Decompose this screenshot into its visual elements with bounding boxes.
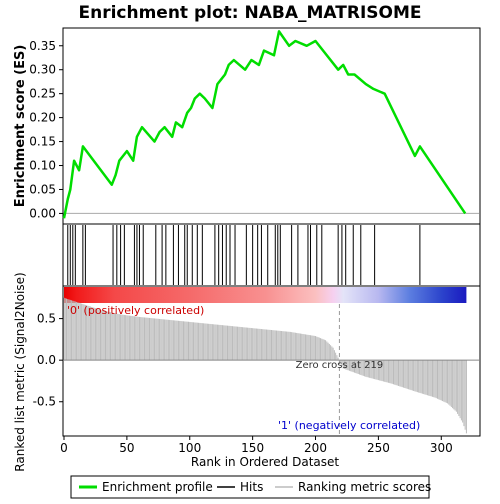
legend-hits-label: Hits (240, 480, 263, 494)
hits-panel (62, 223, 481, 287)
legend-metric-label: Ranking metric scores (298, 480, 431, 494)
rank-x-tick-label: 200 (304, 441, 327, 455)
es-y-tick-label: 0.25 (29, 87, 56, 101)
rank-x-tick-label: 300 (430, 441, 453, 455)
metric-y-tick-label: 0.0 (37, 353, 56, 367)
metric-y-axis-label: Ranked list metric (Signal2Noise) (13, 272, 27, 471)
es-y-tick-label: 0.10 (29, 159, 56, 173)
rank-x-axis: 0 50 100 150 200 250 300 (60, 436, 453, 455)
ranked-plot-frame (62, 285, 481, 437)
plot-title: Enrichment plot: NABA_MATRISOME (78, 3, 421, 23)
metric-y-tick-label: -0.5 (33, 395, 56, 409)
es-y-tick-label: 0.35 (29, 39, 56, 53)
legend-frame (70, 475, 430, 499)
rank-x-tick-label: 0 (60, 441, 68, 455)
rank-x-tick-label: 150 (241, 441, 264, 455)
es-y-tick-label: 0.05 (29, 182, 56, 196)
es-y-tick-label: 0.00 (29, 206, 56, 220)
legend: Enrichment profile Hits Ranking metric s… (70, 475, 431, 499)
es-y-tick-label: 0.15 (29, 135, 56, 149)
es-y-tick-label: 0.20 (29, 111, 56, 125)
zero-cross-label: Zero cross at 219 (296, 360, 384, 371)
enrichment-profile-line (62, 30, 467, 219)
rank-x-tick-label: 100 (178, 441, 201, 455)
positive-correlation-label: '0' (positively correlated) (67, 304, 204, 317)
es-y-tick-label: 0.30 (29, 63, 56, 77)
negative-correlation-label: '1' (negatively correlated) (278, 419, 420, 432)
rank-x-tick-label: 50 (119, 441, 134, 455)
rank-heatmap-bar (64, 287, 467, 303)
es-y-axis: 0.00 0.05 0.10 0.15 0.20 0.25 0.30 0.35 (29, 39, 63, 220)
es-y-axis-label: Enrichment score (ES) (13, 45, 28, 208)
metric-y-axis: -0.5 0.0 0.5 (33, 312, 63, 409)
es-plot-frame (62, 27, 481, 225)
hit-markers (67, 225, 421, 285)
ranking-metric-bars (63, 297, 467, 434)
rank-x-tick-label: 250 (367, 441, 390, 455)
metric-y-tick-label: 0.5 (37, 312, 56, 326)
legend-enrichment-label: Enrichment profile (102, 480, 213, 494)
hits-plot-frame (62, 223, 481, 287)
ranked-list-panel: Zero cross at 219 '0' (positively correl… (13, 272, 481, 472)
enrichment-score-panel: 0.00 0.05 0.10 0.15 0.20 0.25 0.30 0.35 Enrichm… (13, 27, 481, 225)
rank-x-axis-label: Rank in Ordered Dataset (191, 455, 339, 469)
